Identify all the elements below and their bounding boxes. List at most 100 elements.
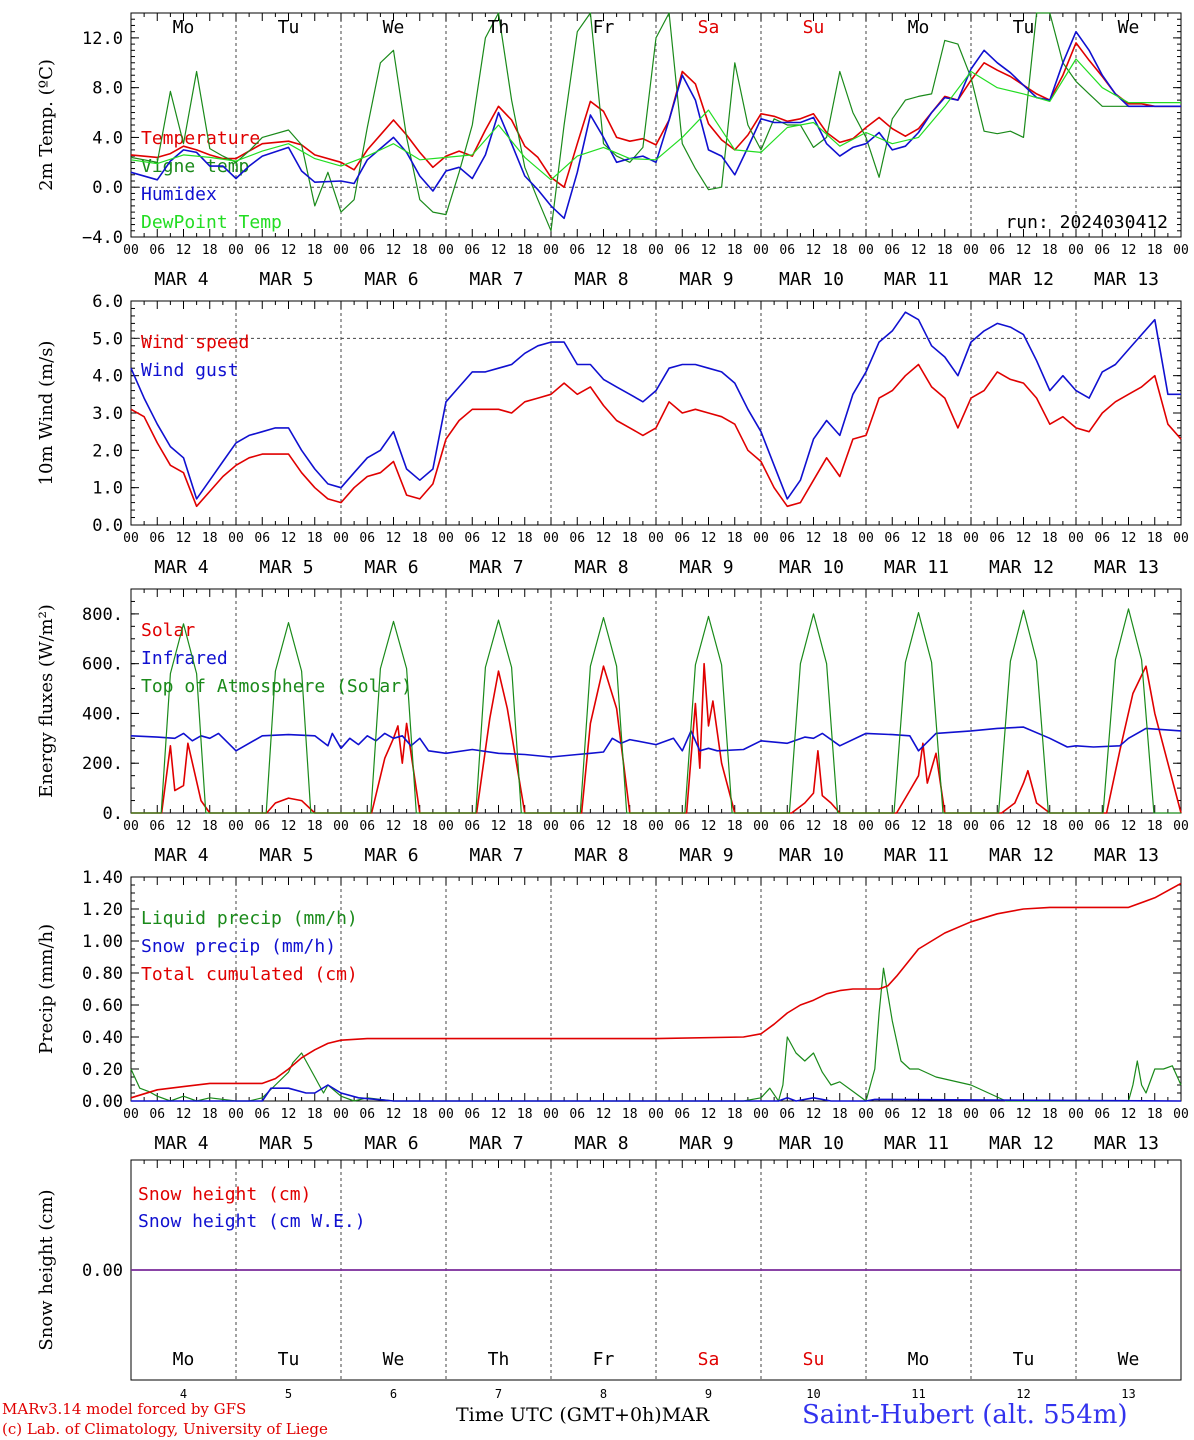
hour-tick-label: 12 xyxy=(806,531,822,546)
hour-tick-label: 12 xyxy=(1121,243,1137,258)
hour-tick-label: 12 xyxy=(491,531,507,546)
panel-3-y-tick-label: 0. xyxy=(103,804,123,824)
hour-tick-label: 12 xyxy=(701,531,717,546)
date-label: MAR 5 xyxy=(259,269,313,290)
hour-tick-label: 00 xyxy=(123,1107,139,1122)
station-name: Saint-Hubert (alt. 554m) xyxy=(802,1400,1128,1430)
date-label: MAR 9 xyxy=(679,269,733,290)
day-number-label: 12 xyxy=(1016,1387,1030,1400)
date-label: MAR 5 xyxy=(259,557,313,578)
hour-tick-label: 12 xyxy=(281,1107,297,1122)
hour-tick-label: 12 xyxy=(1016,819,1032,834)
panel-3-y-tick-label: 600. xyxy=(82,655,123,675)
hour-tick-label: 00 xyxy=(753,243,769,258)
panel-1-series-line xyxy=(130,42,1181,188)
date-label: MAR 4 xyxy=(154,557,208,578)
hour-tick-label: 06 xyxy=(254,531,270,546)
hour-tick-label: 00 xyxy=(1068,819,1084,834)
panel-4-y-tick-label: 1.40 xyxy=(82,868,123,888)
panel-4-y-tick-label: 0.40 xyxy=(82,1028,123,1048)
hour-tick-label: 00 xyxy=(228,531,244,546)
panel-3-y-axis-label: Energy fluxes (W/m²) xyxy=(36,604,57,798)
panel-1-y-tick-label: 0.0 xyxy=(92,178,123,198)
hour-tick-label: 00 xyxy=(228,243,244,258)
date-label: MAR 4 xyxy=(154,845,208,866)
hour-tick-label: 00 xyxy=(438,819,454,834)
day-of-week-label: Th xyxy=(488,17,510,38)
date-label: MAR 9 xyxy=(679,557,733,578)
hour-tick-label: 00 xyxy=(438,531,454,546)
panel-2-y-tick-label: 0.0 xyxy=(92,516,123,536)
hour-tick-label: 00 xyxy=(123,243,139,258)
hour-tick-label: 06 xyxy=(359,1107,375,1122)
hour-tick-label: 00 xyxy=(858,243,874,258)
hour-tick-label: 00 xyxy=(963,531,979,546)
hour-tick-label: 12 xyxy=(1016,531,1032,546)
hour-tick-label: 06 xyxy=(779,243,795,258)
hour-tick-label: 18 xyxy=(517,531,533,546)
hour-tick-label: 18 xyxy=(1147,531,1163,546)
hour-tick-label: 00 xyxy=(963,1107,979,1122)
panel-4-y-tick-label: 1.20 xyxy=(82,900,123,920)
hour-tick-label: 00 xyxy=(123,819,139,834)
day-number-label: 4 xyxy=(180,1387,187,1400)
panel-4-legend-entry: Liquid precip (mm/h) xyxy=(141,908,358,929)
date-label: MAR 12 xyxy=(989,1133,1054,1154)
hour-tick-label: 06 xyxy=(569,531,585,546)
date-label: MAR 10 xyxy=(779,269,844,290)
model-credit: MARv3.14 model forced by GFS xyxy=(2,1400,247,1418)
hour-tick-label: 12 xyxy=(911,1107,927,1122)
hour-tick-label: 12 xyxy=(176,243,192,258)
day-of-week-label: Tu xyxy=(278,17,300,38)
hour-tick-label: 12 xyxy=(596,819,612,834)
date-label: MAR 6 xyxy=(364,1133,418,1154)
date-label: MAR 7 xyxy=(469,1133,523,1154)
hour-tick-label: 18 xyxy=(202,243,218,258)
hour-tick-label: 00 xyxy=(858,819,874,834)
date-label: MAR 11 xyxy=(884,269,949,290)
panel-4-series-line xyxy=(130,882,1182,1099)
date-label: MAR 13 xyxy=(1094,845,1159,866)
hour-tick-label: 06 xyxy=(149,531,165,546)
hour-tick-label: 00 xyxy=(228,819,244,834)
hour-tick-label: 06 xyxy=(464,531,480,546)
hour-tick-label: 00 xyxy=(123,531,139,546)
panel-3-y-tick-label: 400. xyxy=(82,704,123,724)
panel-1-legend-entry: Humidex xyxy=(141,184,217,205)
panel-3-legend-entry: Solar xyxy=(141,620,195,641)
hour-tick-label: 18 xyxy=(727,531,743,546)
hour-tick-label: 18 xyxy=(412,243,428,258)
hour-tick-label: 12 xyxy=(1016,243,1032,258)
hour-tick-label: 06 xyxy=(989,819,1005,834)
hour-tick-label: 12 xyxy=(596,1107,612,1122)
hour-tick-label: 06 xyxy=(674,1107,690,1122)
date-label: MAR 8 xyxy=(574,1133,628,1154)
hour-tick-label: 00 xyxy=(753,1107,769,1122)
hour-tick-label: 18 xyxy=(622,1107,638,1122)
panel-3-y-tick-label: 200. xyxy=(82,754,123,774)
hour-tick-label: 00 xyxy=(438,1107,454,1122)
panel-2-y-tick-label: 2.0 xyxy=(92,441,123,461)
hour-tick-label: 06 xyxy=(569,819,585,834)
panel-1-y-tick-label: 4.0 xyxy=(92,128,123,148)
hour-tick-label: 06 xyxy=(884,531,900,546)
hour-tick-label: 12 xyxy=(596,243,612,258)
hour-tick-label: 12 xyxy=(281,243,297,258)
hour-tick-label: 00 xyxy=(333,531,349,546)
panel-1-legend-entry: DewPoint Temp xyxy=(141,212,282,233)
run-label: run: 2024030412 xyxy=(1005,212,1168,233)
hour-tick-label: 06 xyxy=(779,1107,795,1122)
hour-tick-label: 18 xyxy=(727,243,743,258)
day-of-week-label: We xyxy=(1118,1349,1140,1370)
hour-tick-label: 18 xyxy=(622,819,638,834)
hour-tick-label: 06 xyxy=(359,819,375,834)
hour-tick-label: 12 xyxy=(701,1107,717,1122)
date-label: MAR 11 xyxy=(884,845,949,866)
hour-tick-label: 00 xyxy=(1068,531,1084,546)
hour-tick-label: 06 xyxy=(1094,819,1110,834)
hour-tick-label: 06 xyxy=(254,819,270,834)
hour-tick-label: 18 xyxy=(832,1107,848,1122)
panel-1-y-axis-label: 2m Temp. (ºC) xyxy=(36,59,57,191)
panel-4-series-line xyxy=(131,1084,1182,1102)
panel-3-y-tick-label: 800. xyxy=(82,605,123,625)
